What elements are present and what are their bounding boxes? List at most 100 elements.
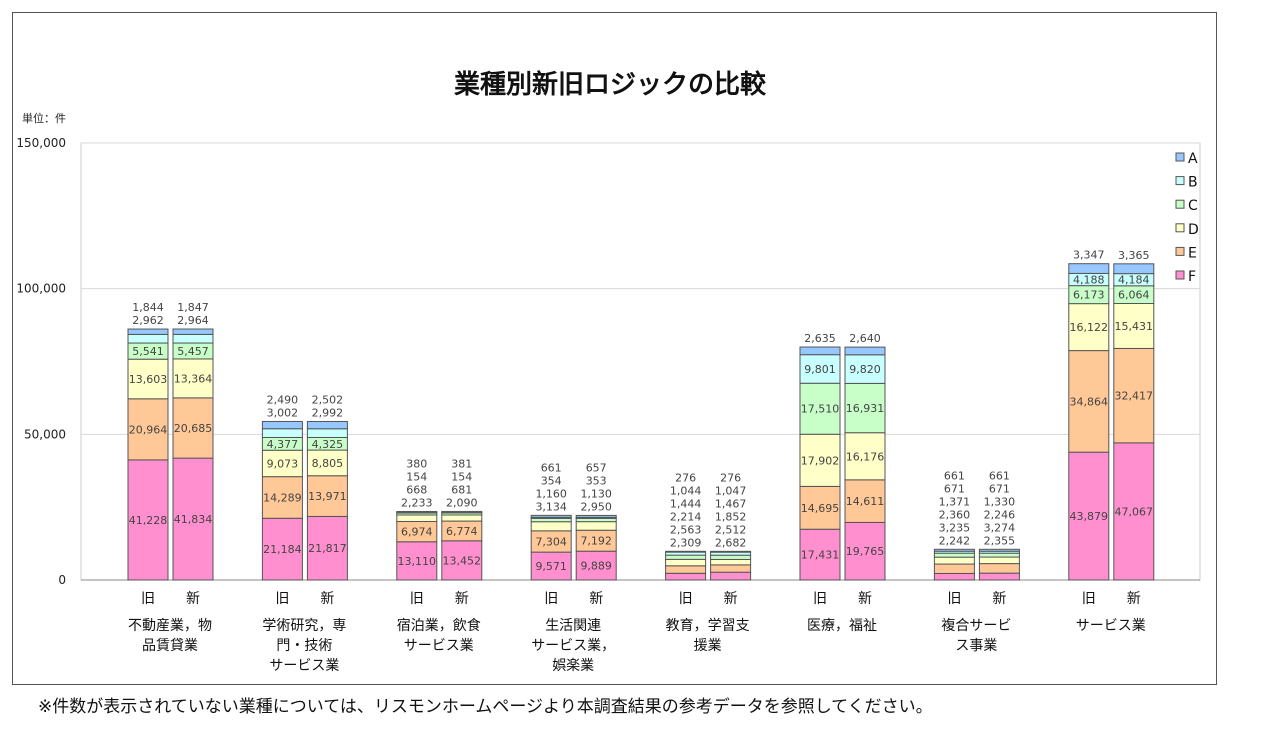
bar-segment-D [978, 556, 1020, 565]
bar-segment-A [978, 548, 1020, 552]
bar-segment-E [665, 565, 707, 574]
bar-segment-A [172, 328, 214, 335]
data-label: 9,073 [267, 457, 299, 470]
data-label: 16,931 [846, 402, 885, 415]
bar-segment-D [710, 558, 752, 566]
data-label: 1,844 [132, 301, 164, 314]
bar-segment-C [844, 382, 886, 434]
category-label: 医療，福祉 [807, 617, 877, 634]
data-label: 2,242 [939, 534, 971, 547]
legend-swatch-F [1175, 270, 1185, 280]
data-label: 21,817 [308, 542, 347, 555]
data-label: 2,563 [670, 523, 702, 536]
data-label: 1,444 [670, 497, 702, 510]
category-label: サービス業， [531, 638, 615, 654]
bar-label-old: 旧 [141, 591, 155, 607]
data-label: 21,184 [263, 543, 302, 556]
category-label: 教育，学習支 [666, 618, 750, 634]
data-label: 2,490 [267, 393, 299, 406]
data-label: 13,971 [308, 490, 347, 503]
data-label: 2,682 [715, 536, 747, 549]
bar-label-old: 旧 [544, 591, 558, 607]
bar-segment-D [127, 358, 169, 400]
category-label: サービス業 [269, 658, 339, 674]
data-label: 657 [586, 461, 607, 474]
data-label: 41,834 [174, 513, 213, 526]
bar-segment-F [306, 515, 348, 581]
legend-label: F [1188, 269, 1196, 285]
data-label: 2,950 [580, 500, 612, 513]
bar-segment-A [844, 346, 886, 356]
bar-segment-D [441, 514, 483, 522]
bar-label-old: 旧 [275, 591, 289, 607]
legend-swatch-B [1175, 176, 1185, 186]
bar-segment-A [306, 420, 348, 430]
data-label: 1,044 [670, 484, 702, 497]
bar-segment-B [844, 354, 886, 384]
bar-label-new: 新 [1127, 591, 1141, 607]
data-label: 4,325 [312, 438, 344, 451]
data-label: 353 [586, 474, 607, 487]
data-label: 671 [989, 482, 1010, 495]
bar-segment-F [978, 572, 1020, 581]
data-label: 2,635 [804, 332, 836, 345]
legend-label: D [1188, 222, 1199, 238]
data-label: 6,774 [446, 525, 478, 538]
data-label: 15,431 [1115, 320, 1154, 333]
legend-label: B [1188, 175, 1198, 191]
category-label: 不動産業，物 [128, 618, 212, 634]
data-label: 43,879 [1070, 510, 1109, 523]
data-label: 681 [451, 483, 472, 496]
category-label: 門・技術 [276, 638, 332, 654]
bar-label-old: 旧 [679, 591, 693, 607]
bar-segment-A [710, 550, 752, 553]
legend-swatch-C [1175, 199, 1185, 209]
data-label: 4,188 [1073, 274, 1105, 287]
legend-swatch-D [1175, 223, 1185, 233]
bar-segment-B [799, 354, 841, 384]
data-label: 661 [944, 469, 965, 482]
data-label: 381 [451, 457, 472, 470]
data-label: 2,512 [715, 523, 747, 536]
data-label: 16,176 [846, 450, 885, 463]
footnote: ※件数が表示されていない業種については、リスモンホームページより本調査結果の参考… [38, 697, 933, 717]
data-label: 2,246 [984, 508, 1016, 521]
data-label: 7,304 [535, 535, 567, 548]
data-label: 20,685 [174, 422, 213, 435]
chart-frame [12, 12, 1217, 685]
bar-label-old: 旧 [947, 591, 961, 607]
data-label: 2,360 [939, 508, 971, 521]
bar-segment-D [530, 521, 572, 532]
category-label: 複合サービ [941, 617, 1011, 634]
data-label: 1,160 [535, 487, 567, 500]
bar-segment-F [1068, 451, 1110, 581]
bar-segment-A [1113, 263, 1155, 275]
data-label: 9,801 [804, 363, 836, 376]
bar-label-new: 新 [992, 591, 1006, 607]
bar-segment-D [575, 521, 617, 531]
data-label: 4,184 [1118, 274, 1150, 287]
bar-segment-A [261, 420, 303, 430]
y-tick-label: 50,000 [24, 427, 66, 441]
bar-segment-F [396, 541, 438, 581]
bar-segment-D [799, 433, 841, 487]
data-label: 14,289 [263, 491, 302, 504]
category-label: サービス業 [404, 638, 474, 654]
bar-segment-D [396, 514, 438, 522]
bar-label-new: 新 [320, 591, 334, 607]
data-label: 47,067 [1115, 505, 1154, 518]
data-label: 2,309 [670, 536, 702, 549]
bar-segment-E [799, 485, 841, 530]
category-label: 品賃貸業 [142, 638, 198, 654]
bar-label-old: 旧 [1082, 591, 1096, 607]
data-label: 2,233 [401, 496, 433, 509]
data-label: 17,902 [801, 454, 840, 467]
bar-segment-D [306, 449, 348, 477]
data-label: 1,047 [715, 484, 747, 497]
data-label: 17,431 [801, 549, 840, 562]
category-label: ス事業 [955, 638, 997, 654]
data-label: 2,214 [670, 510, 702, 523]
category-label: 生活関連 [545, 618, 601, 634]
data-label: 14,611 [846, 495, 885, 508]
data-label: 354 [541, 474, 562, 487]
